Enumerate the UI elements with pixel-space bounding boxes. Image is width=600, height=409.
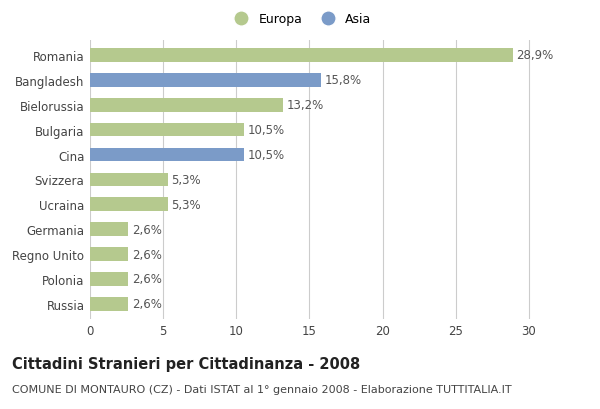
Text: 2,6%: 2,6% — [131, 223, 161, 236]
Bar — [90, 49, 512, 63]
Bar — [90, 223, 128, 236]
Text: 10,5%: 10,5% — [247, 124, 284, 137]
Legend: Europa, Asia: Europa, Asia — [224, 8, 376, 31]
Text: COMUNE DI MONTAURO (CZ) - Dati ISTAT al 1° gennaio 2008 - Elaborazione TUTTITALI: COMUNE DI MONTAURO (CZ) - Dati ISTAT al … — [12, 384, 512, 394]
Bar — [90, 99, 283, 112]
Bar — [90, 272, 128, 286]
Bar — [90, 198, 167, 211]
Bar — [90, 173, 167, 187]
Bar — [90, 297, 128, 311]
Text: 5,3%: 5,3% — [171, 198, 201, 211]
Text: 2,6%: 2,6% — [131, 273, 161, 286]
Text: Cittadini Stranieri per Cittadinanza - 2008: Cittadini Stranieri per Cittadinanza - 2… — [12, 356, 360, 371]
Bar — [90, 124, 244, 137]
Text: 28,9%: 28,9% — [517, 49, 554, 62]
Text: 2,6%: 2,6% — [131, 298, 161, 310]
Text: 10,5%: 10,5% — [247, 148, 284, 162]
Bar — [90, 148, 244, 162]
Text: 5,3%: 5,3% — [171, 173, 201, 187]
Text: 13,2%: 13,2% — [287, 99, 324, 112]
Bar — [90, 247, 128, 261]
Text: 2,6%: 2,6% — [131, 248, 161, 261]
Text: 15,8%: 15,8% — [325, 74, 362, 87]
Bar — [90, 74, 321, 88]
